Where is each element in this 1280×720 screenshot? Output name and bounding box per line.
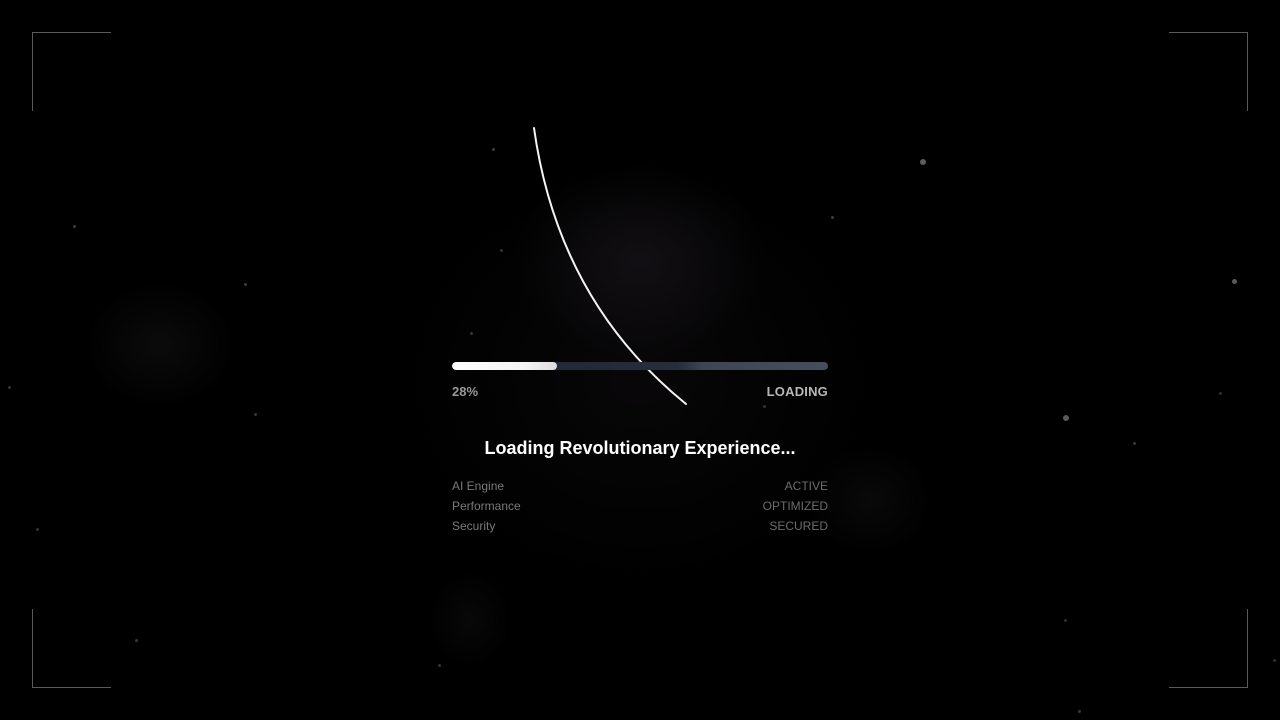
particle bbox=[8, 386, 11, 389]
status-label: AI Engine bbox=[452, 479, 505, 493]
particle bbox=[135, 639, 138, 642]
progress-percent: 28% bbox=[452, 384, 479, 399]
particle bbox=[1063, 415, 1069, 421]
particle bbox=[244, 283, 247, 286]
particle bbox=[1219, 392, 1222, 395]
loading-title: Loading Revolutionary Experience... bbox=[484, 438, 796, 458]
particle bbox=[1273, 659, 1276, 662]
status-value: SECURED bbox=[769, 519, 828, 533]
particle bbox=[1133, 442, 1136, 445]
progress-bar-fill bbox=[452, 362, 558, 370]
corner-bracket-bottom-left bbox=[32, 609, 111, 688]
status-row-performance: Performance OPTIMIZED bbox=[452, 498, 828, 518]
corner-bracket-top-right bbox=[1169, 32, 1248, 111]
corner-bracket-top-left bbox=[32, 32, 111, 111]
particle bbox=[763, 405, 766, 408]
particle bbox=[920, 159, 926, 165]
particle bbox=[438, 664, 441, 667]
progress-bar bbox=[452, 362, 828, 370]
status-row-security: Security SECURED bbox=[452, 518, 828, 538]
corner-bracket-bottom-right bbox=[1169, 609, 1248, 688]
particle bbox=[36, 528, 39, 531]
status-value: OPTIMIZED bbox=[762, 499, 828, 513]
particle bbox=[470, 332, 473, 335]
particle bbox=[1232, 279, 1237, 284]
particle bbox=[500, 249, 503, 252]
particle bbox=[492, 148, 495, 151]
status-row-ai-engine: AI Engine ACTIVE bbox=[452, 478, 828, 498]
status-value: ACTIVE bbox=[784, 479, 828, 493]
particle bbox=[1064, 619, 1067, 622]
particle bbox=[831, 216, 834, 219]
particle bbox=[254, 413, 257, 416]
status-label: Performance bbox=[452, 499, 521, 513]
particle bbox=[1078, 710, 1081, 713]
particle bbox=[73, 225, 76, 228]
status-label: Security bbox=[452, 519, 496, 533]
system-status-list: AI Engine ACTIVE Performance OPTIMIZED S… bbox=[452, 478, 828, 538]
progress-status: LOADING bbox=[766, 384, 828, 399]
